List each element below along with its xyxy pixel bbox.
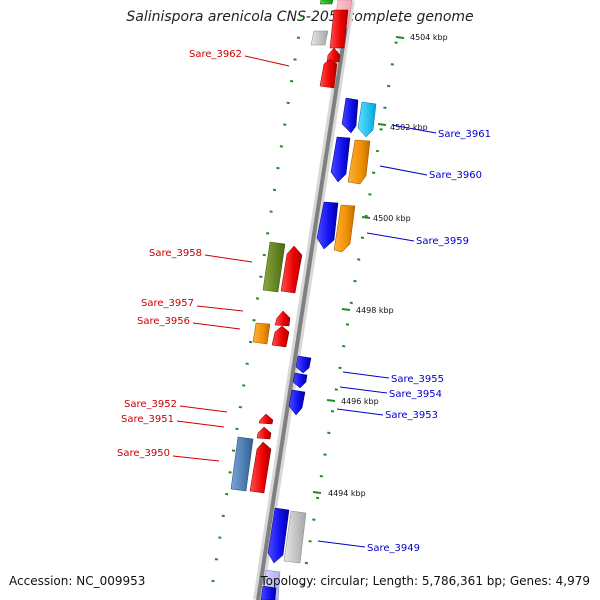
gene-arrow-orange-3956	[252, 322, 271, 345]
leader-line-sare-3949	[317, 540, 366, 548]
gene-arrow-red-3951	[256, 426, 272, 440]
gene-arrow-red-3962b	[319, 58, 338, 89]
leader-line-sare-3952	[179, 405, 228, 413]
gene-arrow-blue-3954	[292, 372, 308, 389]
kbp-tick-4500	[361, 216, 371, 219]
leader-line-sare-3951	[176, 420, 225, 428]
kbp-label-4500: 4500 kbp	[373, 214, 411, 223]
gene-arrow-blue-3959	[316, 201, 339, 250]
gene-label-sare-3949[interactable]: Sare_3949	[367, 543, 420, 554]
kbp-label-4498: 4498 kbp	[356, 306, 394, 315]
leader-line-sare-3959	[366, 232, 415, 242]
gene-arrow-blue-bottom	[260, 585, 277, 600]
gene-label-sare-3951[interactable]: Sare_3951	[121, 414, 174, 425]
gene-arrow-blue-3949	[267, 507, 290, 564]
kbp-label-4504: 4504 kbp	[410, 33, 448, 42]
kbp-tick-4498	[341, 308, 351, 311]
gene-label-sare-3959[interactable]: Sare_3959	[416, 236, 469, 247]
leader-line-sare-3953	[336, 408, 384, 416]
gene-label-sare-3952[interactable]: Sare_3952	[124, 399, 177, 410]
genome-backbone	[256, 0, 352, 600]
gene-arrow-blue-3953	[288, 389, 306, 416]
gene-label-sare-3957[interactable]: Sare_3957	[141, 298, 194, 309]
leader-line-sare-3960	[379, 165, 428, 176]
gene-arrow-olive-3958	[262, 241, 286, 293]
leader-line-sare-3950	[172, 455, 220, 462]
gene-arrow-cyan-3961	[357, 101, 377, 138]
accession-text: Accession: NC_009953	[9, 574, 146, 588]
gene-label-sare-3962[interactable]: Sare_3962	[189, 49, 242, 60]
gene-arrow-orange-3959	[333, 204, 356, 253]
gene-arrow-red-3957	[274, 310, 291, 327]
gene-arrow-blue-3960	[330, 136, 351, 183]
kbp-tick-4496	[326, 399, 336, 402]
gene-arrow-red-3952	[258, 413, 274, 425]
gene-arrow-gray-3949	[283, 510, 307, 564]
gene-arrow-steel-3950	[230, 436, 254, 492]
genome-stats-text: Topology: circular; Length: 5,786,361 bp…	[260, 574, 590, 588]
gene-arrow-red-3962a	[326, 47, 341, 63]
gene-arrow-green-top	[319, 0, 334, 5]
gene-arrow-red-3958	[280, 245, 303, 294]
gene-label-sare-3955[interactable]: Sare_3955	[391, 374, 444, 385]
gene-arrow-blue-3955	[295, 355, 312, 374]
gene-label-sare-3961[interactable]: Sare_3961	[438, 129, 491, 140]
kbp-label-4496: 4496 kbp	[341, 397, 379, 406]
leader-line-sare-3958	[204, 254, 253, 263]
leader-line-sare-3955	[342, 371, 390, 379]
gene-arrow-orange-3960	[347, 139, 371, 185]
gene-arrow-gray-top	[310, 30, 329, 46]
leader-line-sare-3962	[244, 55, 290, 67]
map-title: Salinispora arenicola CNS-205, complete …	[126, 9, 474, 25]
leader-line-sare-3961	[391, 124, 437, 134]
gene-label-sare-3956[interactable]: Sare_3956	[137, 316, 190, 327]
leader-line-sare-3954	[339, 386, 388, 394]
gene-label-sare-3950[interactable]: Sare_3950	[117, 448, 170, 459]
gene-arrow-red-top	[329, 9, 349, 49]
gene-label-sare-3953[interactable]: Sare_3953	[385, 410, 438, 421]
gene-arrow-blue-3961	[341, 97, 359, 134]
gene-label-sare-3958[interactable]: Sare_3958	[149, 248, 202, 259]
gene-label-sare-3960[interactable]: Sare_3960	[429, 170, 482, 181]
gene-arrow-red-3956	[271, 325, 290, 348]
leader-line-sare-3956	[192, 322, 241, 330]
kbp-tick-4494	[312, 491, 322, 494]
leader-line-sare-3957	[196, 305, 244, 312]
kbp-tick-4502	[377, 123, 387, 126]
kbp-label-4494: 4494 kbp	[328, 489, 366, 498]
kbp-label-4502: 4502 kbp	[390, 123, 428, 132]
kbp-tick-4504	[395, 36, 405, 39]
gene-label-sare-3954[interactable]: Sare_3954	[389, 389, 442, 400]
gene-arrow-red-3950	[249, 441, 272, 494]
